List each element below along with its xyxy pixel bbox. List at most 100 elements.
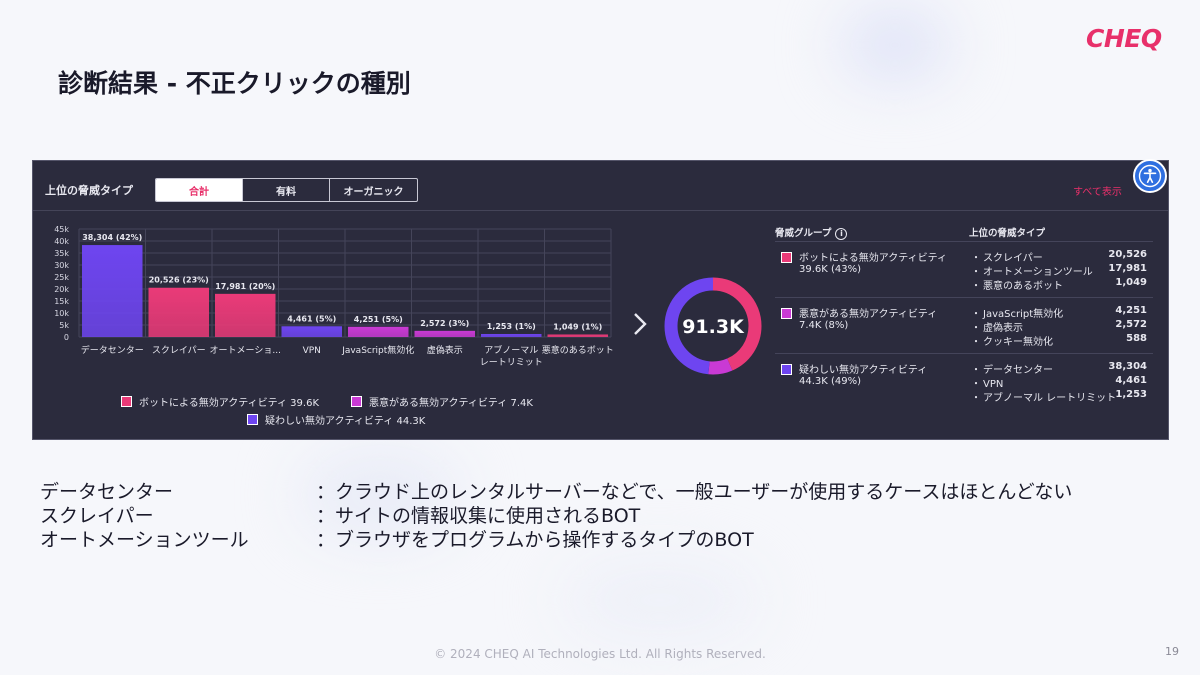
definition-row: スクレイパー ：サイトの情報収集に使用されるBOT <box>40 504 1072 528</box>
x-tick-label: VPN <box>303 346 321 356</box>
legend-label: 悪意がある無効アクティビティ 7.4K <box>369 398 533 409</box>
tab-paid[interactable]: 有料 <box>243 179 330 201</box>
x-tick-label: オートメーショ... <box>210 345 281 356</box>
legend-swatch <box>121 396 132 407</box>
show-all-link[interactable]: すべて表示 <box>1073 187 1122 198</box>
bar <box>547 334 608 337</box>
threat-item: ・クッキー無効化 <box>971 337 1053 348</box>
definition-desc: ：サイトの情報収集に使用されるBOT <box>316 505 641 527</box>
threat-value: 2,572 <box>1115 319 1147 330</box>
threat-item: ・悪意のあるボット <box>971 281 1063 292</box>
threat-value: 1,049 <box>1115 277 1147 288</box>
definition-row: オートメーションツール ：ブラウザをプログラムから操作するタイプのBOT <box>40 528 1072 552</box>
threat-item: ・データセンター <box>971 365 1053 376</box>
threat-value: 20,526 <box>1108 249 1147 260</box>
group-name: 悪意がある無効アクティビティ <box>799 309 938 320</box>
copyright-footer: © 2024 CHEQ AI Technologies Ltd. All Rig… <box>434 647 766 661</box>
threat-chart-area: 0 5k 10k 15k 20k 25k 30k 35k 40k 45k 38,304 (42%)… <box>54 225 762 375</box>
data-label: 38,304 (42%) <box>82 233 142 242</box>
panel-title: 上位の脅威タイプ <box>45 184 133 197</box>
donut-total: 91.3K <box>682 316 745 338</box>
threat-value: 588 <box>1126 333 1147 344</box>
header-threat-group: 脅威グループ i <box>775 225 848 240</box>
panel-header: 上位の脅威タイプ 合計 有料 オーガニック すべて表示 <box>33 159 1168 211</box>
y-tick-label: 15k <box>54 297 69 306</box>
donut-segment <box>664 277 762 375</box>
legend-swatch <box>247 414 258 425</box>
cheq-logo: CHEQ <box>1086 24 1162 53</box>
definition-term: オートメーションツール <box>40 529 249 551</box>
y-tick-label: 40k <box>54 237 69 246</box>
definition-desc: ：ブラウザをプログラムから操作するタイプのBOT <box>316 529 754 551</box>
threat-item: ・スクレイパー <box>971 253 1043 264</box>
threat-item: ・虚偽表示 <box>971 323 1023 334</box>
group-name: 疑わしい無効アクティビティ <box>799 365 928 376</box>
decorative-blob <box>840 10 950 80</box>
bar <box>348 326 409 337</box>
y-tick-label: 10k <box>54 309 69 318</box>
y-tick-label: 20k <box>54 285 69 294</box>
x-tick-label: データセンター <box>81 344 144 356</box>
threat-value: 38,304 <box>1108 361 1147 372</box>
definition-term: スクレイパー <box>40 505 154 527</box>
data-label: 1,253 (1%) <box>487 322 536 331</box>
x-tick-label: アブノーマル <box>484 344 538 356</box>
info-icon[interactable]: i <box>835 227 848 240</box>
bar <box>148 287 209 337</box>
bar <box>414 330 475 337</box>
group-swatch <box>781 308 792 319</box>
data-label: 2,572 (3%) <box>420 319 469 328</box>
threat-item: ・ VPN <box>971 379 1004 390</box>
threat-value: 17,981 <box>1108 263 1147 274</box>
legend-item-suspicious: 疑わしい無効アクティビティ 44.3K <box>247 412 425 427</box>
bar <box>481 333 542 337</box>
threat-item: ・ JavaScript無効化 <box>971 309 1064 320</box>
divider <box>775 297 1153 298</box>
group-name: ボットによる無効アクティビティ <box>799 253 947 264</box>
header-top-threats: 上位の脅威タイプ <box>969 228 1046 239</box>
data-label: 17,981 (20%) <box>215 282 275 291</box>
data-label: 4,461 (5%) <box>287 314 336 323</box>
threat-dashboard-panel: 上位の脅威タイプ 合計 有料 オーガニック すべて表示 0 5k 10k 15k 20k… <box>32 159 1169 440</box>
threat-value: 4,461 <box>1115 375 1147 386</box>
tab-organic[interactable]: オーガニック <box>343 186 404 198</box>
bar <box>281 326 342 337</box>
donut-segment <box>664 277 762 375</box>
legend-label: 疑わしい無効アクティビティ 44.3K <box>265 416 426 427</box>
divider <box>775 241 1153 242</box>
definition-desc: ：クラウド上のレンタルサーバーなどで、一般ユーザーが使用するケースはほとんどない <box>316 481 1073 503</box>
tab-total[interactable]: 合計 <box>156 179 243 201</box>
bar <box>215 293 276 337</box>
traffic-tabs: 合計 有料 オーガニック <box>155 178 418 202</box>
definition-row: データセンター ：クラウド上のレンタルサーバーなどで、一般ユーザーが使用するケー… <box>40 480 1072 504</box>
threat-value: 1,253 <box>1115 389 1147 400</box>
chevron-right-icon[interactable] <box>631 311 649 344</box>
threat-item: ・オートメーションツール <box>971 267 1093 278</box>
page-number: 19 <box>1165 645 1179 658</box>
data-label: 20,526 (23%) <box>149 276 209 285</box>
group-swatch <box>781 252 792 263</box>
legend-item-bot: ボットによる無効アクティビティ 39.6K <box>121 394 319 409</box>
divider <box>775 353 1153 354</box>
data-label: 4,251 (5%) <box>354 315 403 324</box>
definitions-list: データセンター ：クラウド上のレンタルサーバーなどで、一般ユーザーが使用するケー… <box>40 480 1072 552</box>
y-tick-label: 5k <box>59 321 69 330</box>
data-label: 1,049 (1%) <box>553 322 602 331</box>
y-tick-label: 35k <box>54 249 69 258</box>
x-tick-label: 悪意のあるボット <box>542 344 614 356</box>
x-tick-label: JavaScript無効化 <box>341 344 414 356</box>
x-tick-label: 虚偽表示 <box>427 344 463 356</box>
threat-item: ・アブノーマル レートリミット <box>971 393 1117 404</box>
legend-swatch <box>351 396 362 407</box>
y-tick-label: 45k <box>54 225 69 234</box>
y-tick-label: 25k <box>54 273 69 282</box>
legend-item-malicious: 悪意がある無効アクティビティ 7.4K <box>351 394 533 409</box>
legend-label: ボットによる無効アクティビティ 39.6K <box>139 398 320 409</box>
definition-term: データセンター <box>40 481 174 503</box>
group-value: 44.3K (49%) <box>799 376 862 387</box>
threat-value: 4,251 <box>1115 305 1147 316</box>
y-tick-label: 0 <box>64 333 69 342</box>
group-value: 39.6K (43%) <box>799 264 862 275</box>
decorative-blob <box>560 560 760 640</box>
accessibility-icon[interactable] <box>1133 159 1167 193</box>
